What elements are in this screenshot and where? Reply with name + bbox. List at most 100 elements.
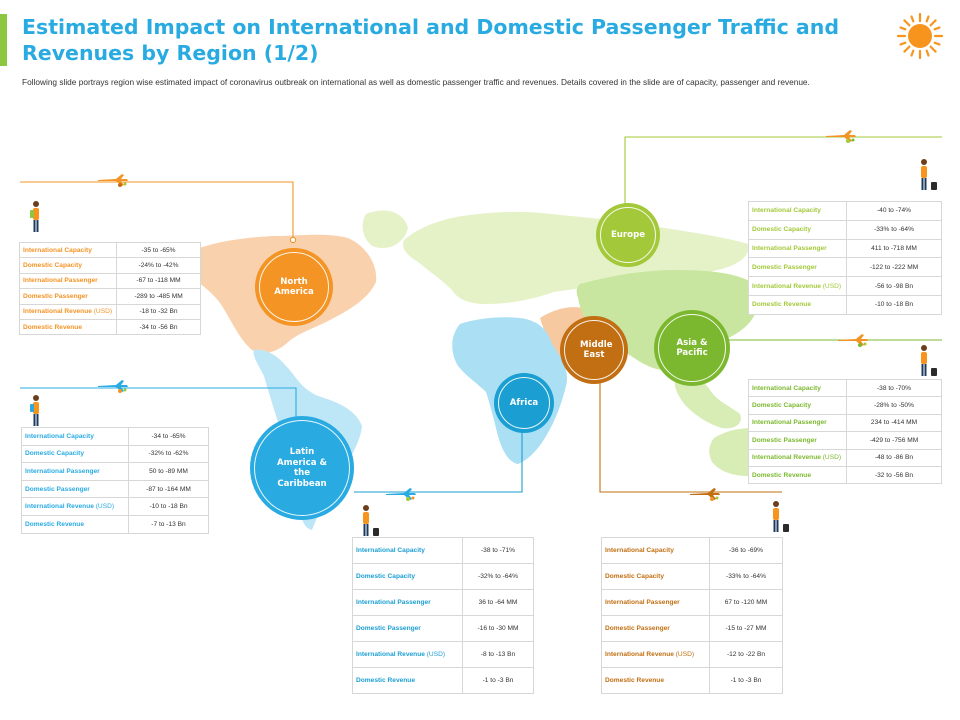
table-row: International Capacity -36 to -69%: [601, 537, 783, 564]
metric-label-text: Domestic Passenger: [25, 485, 90, 493]
metric-label: International Capacity: [748, 378, 847, 398]
table-row: International Passenger 411 to -718 MM: [748, 238, 942, 259]
traveler-icon: [30, 201, 39, 232]
metric-label: Domestic Capacity: [601, 563, 710, 590]
connector-africa: [354, 428, 523, 493]
metric-label-text: International Revenue: [605, 651, 674, 658]
metric-value: -34 to -65%: [128, 427, 209, 446]
accent-bar: [0, 14, 7, 66]
table-row: International Revenue (USD) -18 to -32 Bn: [19, 303, 201, 320]
metric-label-text: Domestic Revenue: [23, 323, 82, 331]
metric-label-text: Domestic Passenger: [752, 436, 817, 444]
table-row: Domestic Revenue -34 to -56 Bn: [19, 318, 201, 336]
metric-unit: (USD): [426, 651, 446, 658]
metric-value: -33% to -64%: [846, 219, 942, 240]
table-row: International Capacity -38 to -70%: [748, 378, 942, 398]
region-asia-pacific: Asia & Pacific: [654, 310, 730, 386]
metric-label-text: International Capacity: [752, 384, 821, 392]
metric-unit: (USD): [93, 308, 113, 316]
metric-value: -38 to -70%: [846, 378, 942, 398]
metric-label: International Capacity: [601, 537, 710, 564]
metric-label: International Capacity: [21, 427, 129, 446]
airplane-icon: [838, 334, 868, 347]
metric-label: International Revenue (USD): [748, 276, 847, 296]
metric-unit: (USD): [675, 651, 695, 658]
connector-latin-america: [20, 387, 297, 420]
metric-label-text: Domestic Passenger: [23, 292, 88, 300]
metric-value: -87 to -164 MM: [128, 479, 209, 499]
metric-label-text: International Revenue: [25, 503, 94, 511]
metric-label-text: International Revenue: [23, 308, 92, 316]
metric-label-text: Domestic Revenue: [752, 471, 811, 479]
airplane-icon: [690, 488, 720, 501]
metric-value: -34 to -56 Bn: [116, 318, 201, 336]
metric-label: International Revenue (USD): [601, 641, 710, 668]
metric-label: Domestic Passenger: [19, 288, 117, 305]
metric-label-text: Domestic Capacity: [752, 226, 811, 234]
airplane-icon: [826, 130, 856, 143]
metric-value: 36 to -64 MM: [462, 589, 534, 616]
metric-label-text: Domestic Capacity: [752, 402, 811, 410]
metric-label: Domestic Capacity: [19, 257, 117, 274]
table-row: Domestic Capacity -28% to -50%: [748, 396, 942, 415]
metric-label-text: Domestic Passenger: [752, 263, 817, 271]
metric-label: International Passenger: [748, 238, 847, 259]
metric-label-text: International Passenger: [356, 599, 431, 606]
region-europe: Europe: [596, 203, 660, 267]
metric-label: International Passenger: [352, 589, 463, 616]
metric-label: Domestic Capacity: [21, 444, 129, 464]
connector-middle-east: [599, 380, 782, 493]
metric-value: -32 to -56 Bn: [846, 465, 942, 485]
metric-label-text: International Revenue: [752, 282, 821, 290]
metric-label-text: International Capacity: [752, 207, 821, 215]
table-row: Domestic Capacity -33% to -64%: [748, 219, 942, 240]
metric-value: -32% to -62%: [128, 444, 209, 464]
metric-label: Domestic Capacity: [748, 219, 847, 240]
metric-label: International Revenue (USD): [352, 641, 463, 668]
traveler-icon: [921, 159, 937, 190]
table-row: International Passenger 234 to -414 MM: [748, 413, 942, 433]
table-row: Domestic Revenue -10 to -18 Bn: [748, 294, 942, 315]
metric-value: -7 to -13 Bn: [128, 514, 209, 534]
map-europe: [402, 211, 749, 304]
table-row: Domestic Revenue -1 to -3 Bn: [601, 667, 783, 694]
table-row: Domestic Capacity -32% to -62%: [21, 444, 209, 464]
metric-label: Domestic Passenger: [601, 615, 710, 642]
table-middle-east: International Capacity -36 to -69% Domesti…: [601, 537, 783, 694]
metric-value: -122 to -222 MM: [846, 257, 942, 278]
metric-label: Domestic Revenue: [748, 465, 847, 485]
table-latin-america: International Capacity -34 to -65% Domesti…: [21, 427, 209, 534]
metric-value: -35 to -65%: [116, 241, 201, 259]
metric-value: -48 to -86 Bn: [846, 448, 942, 467]
metric-value: -15 to -27 MM: [709, 615, 783, 642]
metric-label-text: Domestic Capacity: [23, 262, 82, 270]
traveler-icon: [30, 395, 39, 426]
table-row: Domestic Passenger -122 to -222 MM: [748, 257, 942, 278]
metric-label-text: International Capacity: [23, 246, 92, 254]
metric-label-text: International Revenue: [356, 651, 425, 658]
metric-label-text: Domestic Revenue: [605, 677, 664, 684]
metric-value: 67 to -120 MM: [709, 589, 783, 616]
traveler-icon: [773, 501, 789, 532]
metric-value: -40 to -74%: [846, 201, 942, 221]
metric-label: Domestic Passenger: [21, 479, 129, 499]
region-label: Middle East: [580, 339, 613, 361]
metric-unit: (USD): [822, 454, 842, 462]
metric-label: Domestic Revenue: [19, 318, 117, 336]
table-row: International Revenue (USD) -56 to -98 Bn: [748, 276, 942, 296]
metric-label-text: International Capacity: [356, 547, 425, 554]
metric-value: 234 to -414 MM: [846, 413, 942, 433]
metric-label: Domestic Revenue: [21, 514, 129, 534]
region-africa: Africa: [494, 373, 554, 433]
sun-icon: [896, 12, 944, 60]
metric-label-text: International Passenger: [25, 467, 100, 475]
table-row: International Capacity -38 to -71%: [352, 537, 534, 564]
metric-value: -10 to -18 Bn: [846, 294, 942, 315]
table-row: Domestic Capacity -32% to -64%: [352, 563, 534, 590]
metric-label: International Capacity: [352, 537, 463, 564]
metric-value: -67 to -118 MM: [116, 272, 201, 290]
connector-europe: [624, 136, 942, 206]
metric-value: -1 to -3 Bn: [709, 667, 783, 694]
table-row: Domestic Revenue -1 to -3 Bn: [352, 667, 534, 694]
metric-label: Domestic Passenger: [748, 257, 847, 278]
